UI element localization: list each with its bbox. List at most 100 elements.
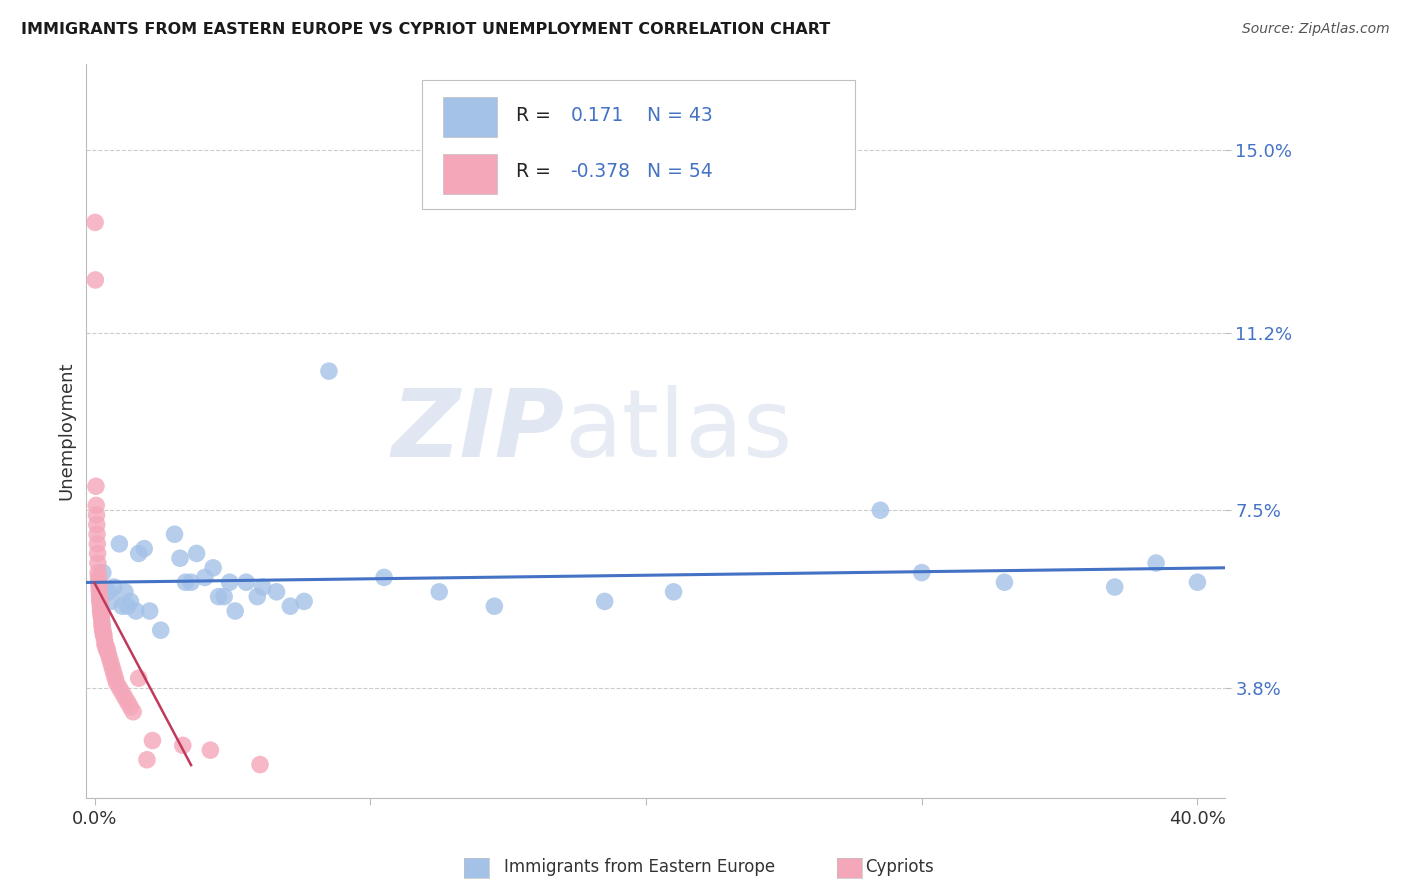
Point: [114, 690, 136, 705]
Point: [202, 561, 225, 575]
FancyBboxPatch shape: [443, 97, 498, 137]
Point: [163, 527, 186, 541]
Point: [174, 575, 197, 590]
Point: [120, 594, 142, 608]
Point: [1144, 556, 1167, 570]
Point: [87, 575, 110, 590]
Point: [89, 594, 111, 608]
Point: [141, 733, 163, 747]
FancyBboxPatch shape: [422, 80, 855, 209]
Point: [100, 594, 122, 608]
Point: [427, 584, 450, 599]
Point: [91, 618, 114, 632]
Point: [87, 566, 110, 580]
Point: [266, 584, 288, 599]
Point: [172, 739, 194, 753]
Point: [212, 590, 235, 604]
Point: [87, 570, 110, 584]
Point: [103, 580, 125, 594]
Point: [1104, 580, 1126, 594]
Point: [93, 628, 115, 642]
Point: [93, 632, 115, 647]
Point: [98, 652, 121, 666]
Point: [91, 618, 114, 632]
Point: [484, 599, 506, 614]
Point: [122, 705, 145, 719]
Text: atlas: atlas: [565, 385, 793, 477]
Point: [138, 604, 160, 618]
Point: [111, 685, 134, 699]
Point: [278, 599, 301, 614]
Point: [869, 503, 891, 517]
Point: [90, 608, 112, 623]
Point: [90, 614, 112, 628]
Point: [108, 681, 131, 695]
Point: [292, 594, 315, 608]
Y-axis label: Unemployment: Unemployment: [58, 362, 75, 500]
Point: [96, 642, 118, 657]
FancyBboxPatch shape: [443, 153, 498, 194]
Text: -0.378: -0.378: [571, 161, 630, 181]
Point: [103, 666, 125, 681]
Point: [169, 551, 191, 566]
Point: [128, 671, 150, 685]
Point: [128, 546, 150, 560]
Point: [120, 700, 142, 714]
Point: [194, 570, 217, 584]
Point: [89, 594, 111, 608]
Point: [373, 570, 395, 584]
Point: [180, 575, 202, 590]
Point: [246, 590, 269, 604]
Point: [208, 590, 231, 604]
Point: [87, 556, 110, 570]
Point: [252, 580, 274, 594]
Point: [111, 599, 134, 614]
Point: [104, 671, 127, 685]
Text: 0.171: 0.171: [571, 106, 624, 125]
Text: N = 54: N = 54: [647, 161, 713, 181]
Point: [249, 757, 271, 772]
Text: Source: ZipAtlas.com: Source: ZipAtlas.com: [1241, 22, 1389, 37]
Point: [90, 608, 112, 623]
Point: [235, 575, 257, 590]
Point: [218, 575, 240, 590]
Point: [89, 599, 111, 614]
Point: [91, 624, 114, 638]
Point: [593, 594, 616, 608]
Text: R =: R =: [516, 161, 557, 181]
Point: [100, 657, 122, 671]
Point: [84, 273, 107, 287]
Point: [117, 695, 139, 709]
Point: [96, 642, 118, 657]
Point: [84, 479, 107, 493]
Text: R =: R =: [516, 106, 557, 125]
Point: [87, 580, 110, 594]
Point: [86, 537, 108, 551]
Point: [114, 584, 136, 599]
Point: [105, 676, 128, 690]
Point: [662, 584, 685, 599]
Point: [993, 575, 1015, 590]
Point: [89, 590, 111, 604]
Point: [91, 566, 114, 580]
Point: [93, 628, 115, 642]
Point: [97, 584, 120, 599]
Point: [84, 499, 107, 513]
Text: ZIP: ZIP: [392, 385, 565, 477]
Point: [134, 541, 156, 556]
Point: [224, 604, 246, 618]
Point: [86, 527, 108, 541]
Text: IMMIGRANTS FROM EASTERN EUROPE VS CYPRIOT UNEMPLOYMENT CORRELATION CHART: IMMIGRANTS FROM EASTERN EUROPE VS CYPRIO…: [21, 22, 831, 37]
Point: [94, 638, 117, 652]
Point: [1187, 575, 1209, 590]
Point: [91, 624, 114, 638]
Point: [125, 604, 148, 618]
Text: N = 43: N = 43: [647, 106, 713, 125]
Point: [108, 537, 131, 551]
Point: [318, 364, 340, 378]
Point: [97, 647, 120, 661]
Point: [200, 743, 222, 757]
Point: [136, 753, 159, 767]
Text: Cypriots: Cypriots: [866, 858, 934, 876]
Point: [84, 215, 107, 229]
